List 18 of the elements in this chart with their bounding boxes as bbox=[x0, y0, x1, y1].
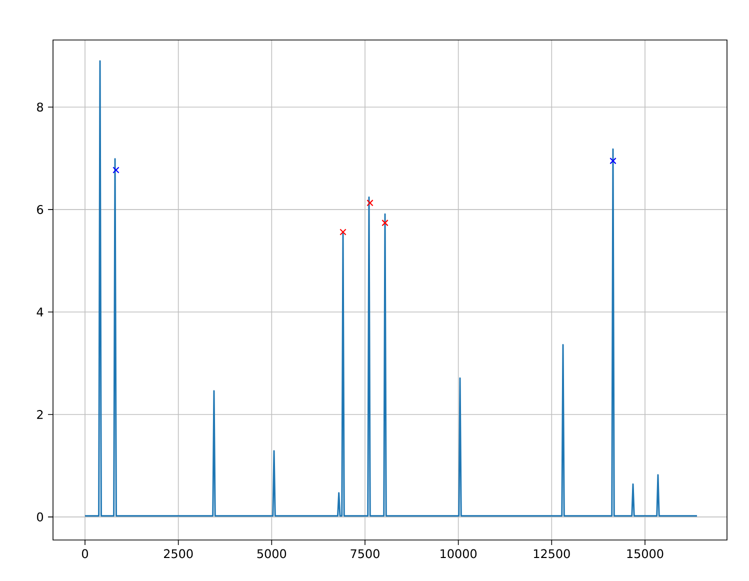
x-tick-label: 0 bbox=[82, 549, 88, 558]
y-tick-label: 2 bbox=[37, 410, 43, 419]
point bbox=[340, 228, 346, 236]
x-tick-label: 2500 bbox=[164, 549, 193, 558]
line-series bbox=[84, 60, 698, 517]
y-tick-label: 0 bbox=[37, 512, 44, 522]
y-tick-label: 6 bbox=[37, 205, 44, 214]
x-tick-label: 15000 bbox=[627, 549, 664, 558]
x-tick-label: 10000 bbox=[440, 549, 477, 558]
x-tick-label: 5000 bbox=[257, 549, 286, 558]
y-tick-label: 8 bbox=[37, 102, 43, 112]
x-tick-label: 7500 bbox=[350, 549, 380, 558]
point bbox=[112, 166, 120, 174]
point bbox=[366, 200, 374, 206]
y-tick-label: 4 bbox=[36, 308, 44, 316]
point bbox=[382, 220, 388, 226]
point bbox=[610, 158, 616, 164]
x-tick-label: 12500 bbox=[534, 549, 570, 558]
